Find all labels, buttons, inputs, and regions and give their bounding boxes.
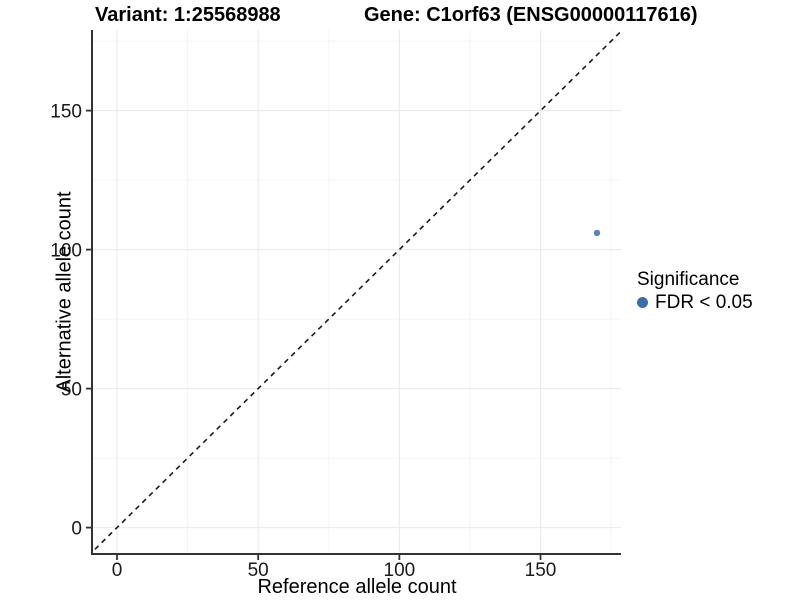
plot-title-gene: Gene: C1orf63 (ENSG00000117616) [364,4,698,26]
legend: Significance FDR < 0.05 [637,268,753,314]
plot-title-variant: Variant: 1:25568988 [95,4,281,26]
x-tick-label: 150 [525,560,557,581]
x-tick-label: 50 [248,560,269,581]
legend-entry: FDR < 0.05 [637,291,753,314]
x-axis-title: Reference allele count [257,576,457,598]
y-tick-label: 50 [61,380,82,401]
y-tick-label: 100 [50,241,82,262]
y-tick-label: 0 [71,519,82,540]
x-tick-label: 100 [384,560,416,581]
legend-title: Significance [637,269,740,290]
y-tick-label: 150 [50,102,82,123]
x-tick-label: 0 [112,560,123,581]
legend-point-icon [637,297,648,308]
legend-entry-label: FDR < 0.05 [655,291,753,313]
identity-reference-line [93,30,621,553]
data-point [593,229,601,237]
y-axis-title: Alternative allele count [53,191,76,393]
